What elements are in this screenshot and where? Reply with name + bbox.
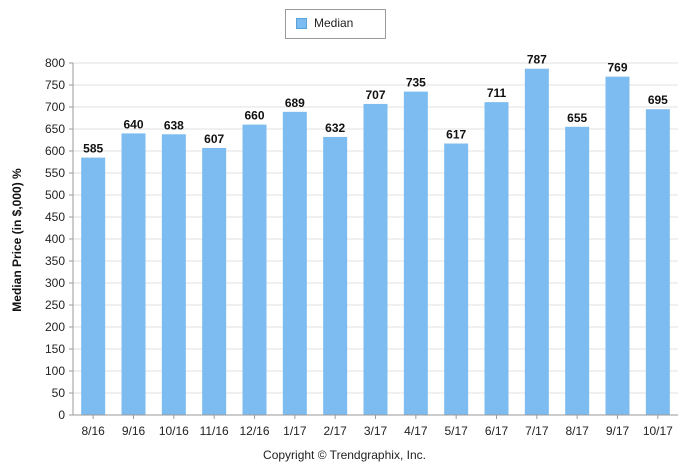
x-tick-label: 4/17 <box>404 424 428 438</box>
bar-value-label: 735 <box>406 76 426 90</box>
x-tick-label: 8/17 <box>565 424 589 438</box>
y-tick-label: 750 <box>45 78 65 92</box>
axes: 0 50 100 150 200 250 300 350 400 450 500 550 600 650 7… <box>45 56 678 438</box>
bar <box>242 124 267 415</box>
bar <box>363 103 388 416</box>
bars <box>81 68 670 416</box>
y-tick-label: 200 <box>45 320 65 334</box>
x-tick-label: 10/17 <box>643 424 673 438</box>
bar-value-label: 695 <box>648 93 668 107</box>
bar-value-label: 689 <box>285 96 305 110</box>
y-tick-label: 150 <box>45 342 65 356</box>
bar-value-label: 655 <box>567 111 587 125</box>
bar-value-label: 585 <box>83 142 103 156</box>
x-tick-label: 2/17 <box>323 424 347 438</box>
x-tick-label: 3/17 <box>364 424 388 438</box>
y-tick-label: 700 <box>45 100 65 114</box>
bar <box>202 147 227 416</box>
x-tick-label: 5/17 <box>444 424 468 438</box>
bar-value-label: 711 <box>487 86 507 100</box>
x-tick-label: 7/17 <box>525 424 549 438</box>
y-tick-label: 250 <box>45 298 65 312</box>
bar <box>81 157 106 415</box>
y-tick-label: 0 <box>58 408 65 422</box>
y-axis-title: Median Price (in $,000) % <box>10 168 24 312</box>
bar <box>605 76 630 415</box>
legend-label: Median <box>314 16 354 30</box>
y-tick-label: 350 <box>45 254 65 268</box>
x-tick-label: 9/16 <box>122 424 146 438</box>
y-tick-label: 600 <box>45 144 65 158</box>
bar-value-label: 769 <box>607 61 627 75</box>
legend-swatch <box>296 18 307 29</box>
copyright-text: Copyright © Trendgraphix, Inc. <box>263 448 426 462</box>
x-tick-label: 12/16 <box>239 424 269 438</box>
bar <box>484 102 509 415</box>
bar <box>444 143 469 415</box>
bar <box>565 126 590 416</box>
y-tick-label: 650 <box>45 122 65 136</box>
bar <box>282 111 307 415</box>
x-tick-label: 10/16 <box>159 424 189 438</box>
x-tick-label: 1/17 <box>283 424 307 438</box>
x-tick-label: 8/16 <box>81 424 105 438</box>
y-tick-label: 450 <box>45 210 65 224</box>
y-tick-label: 800 <box>45 56 65 70</box>
bar-value-label: 617 <box>446 128 466 142</box>
bar <box>524 68 549 415</box>
x-tick-label: 6/17 <box>485 424 509 438</box>
bar <box>121 133 146 415</box>
bar <box>645 109 670 415</box>
bar-value-label: 707 <box>365 88 385 102</box>
y-tick-label: 50 <box>52 386 66 400</box>
y-tick-label: 550 <box>45 166 65 180</box>
bar <box>161 134 186 415</box>
x-tick-label: 11/16 <box>200 424 229 438</box>
bar-value-label: 787 <box>527 53 547 67</box>
y-tick-label: 100 <box>45 364 65 378</box>
bar-value-label: 640 <box>123 117 143 131</box>
data-labels: 585 640 638 607 660 689 632 707 735 617 711 787 655 7… <box>83 53 668 156</box>
y-tick-label: 500 <box>45 188 65 202</box>
y-tick-label: 300 <box>45 276 65 290</box>
bar-value-label: 607 <box>204 132 224 146</box>
bar-value-label: 660 <box>244 109 264 123</box>
bar-value-label: 632 <box>325 121 345 135</box>
bar <box>323 136 348 416</box>
x-tick-label: 9/17 <box>606 424 630 438</box>
chart-legend: Median <box>285 9 386 39</box>
y-tick-label: 400 <box>45 232 65 246</box>
bar <box>403 91 428 415</box>
bar-value-label: 638 <box>164 118 184 132</box>
